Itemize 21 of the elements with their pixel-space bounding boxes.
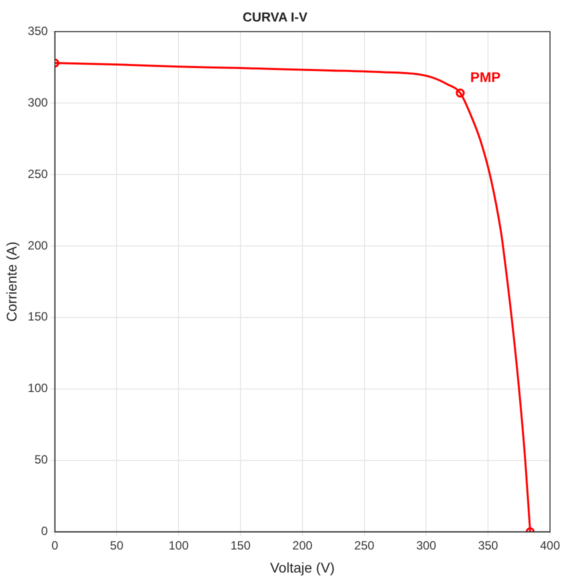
y-tick-label: 150 (28, 310, 48, 324)
x-tick-label: 50 (110, 538, 124, 552)
y-tick-label: 0 (41, 524, 48, 538)
y-axis-title: Corriente (A) (3, 242, 20, 322)
x-tick-label: 100 (168, 538, 189, 552)
x-tick-label: 150 (230, 538, 251, 552)
x-tick-label: 250 (354, 538, 375, 552)
chart-title: CURVA I-V (242, 9, 308, 24)
y-tick-label: 300 (28, 95, 48, 110)
x-tick-label: 0 (51, 538, 58, 552)
x-tick-label: 400 (540, 538, 560, 552)
x-tick-label: 200 (292, 538, 313, 552)
x-tick-label: 350 (478, 538, 498, 552)
annotation: PMP (470, 68, 501, 85)
y-tick-label: 350 (28, 24, 48, 38)
y-tick-label: 200 (28, 238, 48, 252)
x-tick-label: 300 (416, 538, 437, 552)
y-tick-label: 50 (34, 452, 48, 467)
y-tick-label: 100 (28, 381, 48, 396)
y-tick-label: 250 (28, 166, 48, 181)
x-axis-title: Voltaje (V) (270, 559, 335, 576)
